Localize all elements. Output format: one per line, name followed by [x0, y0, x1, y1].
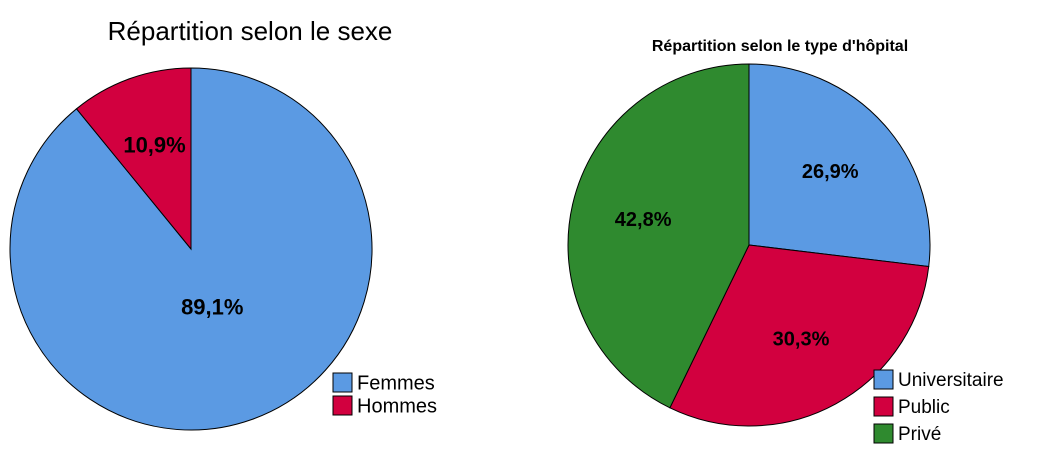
legend-label: Universitaire — [898, 370, 1004, 391]
chart-title: Répartition selon le sexe — [108, 16, 393, 46]
value-label: 89,1% — [181, 294, 243, 319]
legend-swatch — [873, 423, 894, 444]
legend-swatch — [873, 396, 894, 417]
value-label: 42,8% — [615, 209, 672, 231]
value-label: 26,9% — [802, 161, 859, 183]
legend-label: Hommes — [357, 395, 437, 417]
pie-slice — [669, 244, 930, 427]
value-label: 10,9% — [123, 133, 185, 158]
legend-label: Privé — [898, 424, 941, 445]
chart-title: Répartition selon le type d'hôpital — [652, 38, 908, 55]
legend-swatch — [332, 372, 353, 393]
pie-slice — [75, 67, 192, 251]
value-label: 30,3% — [773, 329, 830, 351]
pie-slice — [748, 63, 931, 268]
legend-swatch — [873, 369, 894, 390]
legend-swatch — [332, 395, 353, 416]
pie-slice — [567, 63, 750, 409]
legend-label: Public — [898, 397, 950, 418]
legend-label: Femmes — [357, 372, 435, 394]
